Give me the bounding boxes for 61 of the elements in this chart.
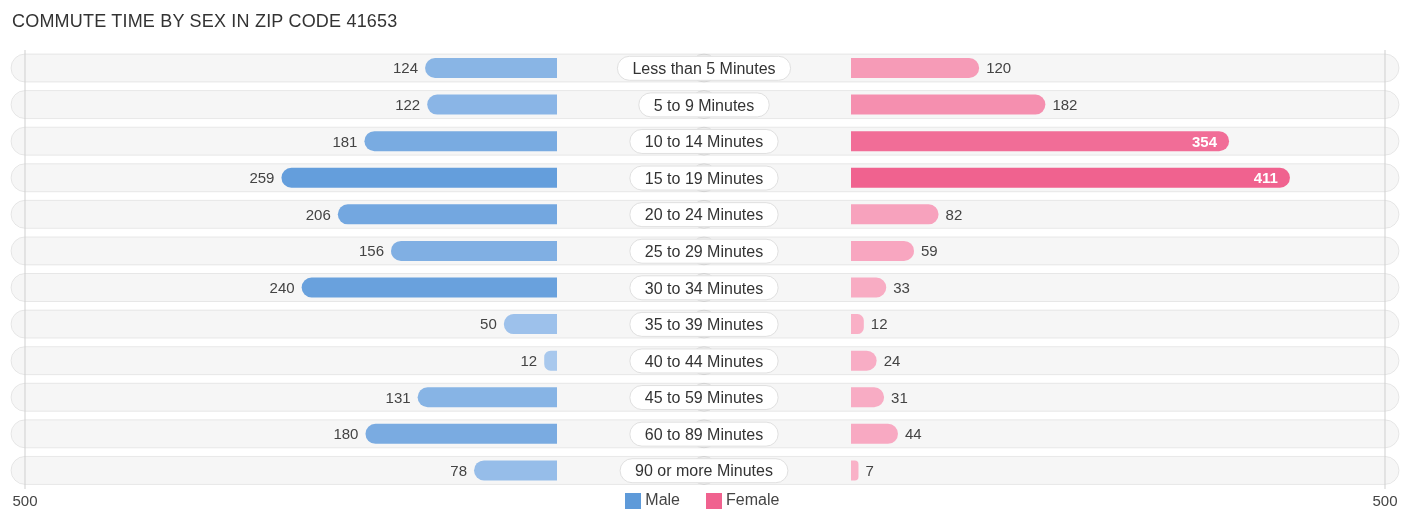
legend-label: Male xyxy=(645,491,680,508)
bar xyxy=(301,277,557,298)
data-label: 120 xyxy=(986,59,1012,77)
y-tick-label: 5 to 9 Minutes xyxy=(653,96,755,114)
data-label: 180 xyxy=(333,425,359,443)
bar xyxy=(851,167,1290,188)
bar xyxy=(417,387,557,408)
bar xyxy=(503,314,557,335)
data-label: 24 xyxy=(883,352,901,370)
y-tick-label: 90 or more Minutes xyxy=(635,462,773,480)
data-label: 59 xyxy=(921,242,938,260)
data-label: 124 xyxy=(393,59,419,77)
y-tick-label: 30 to 34 Minutes xyxy=(644,279,764,297)
y-tick-label: 25 to 29 Minutes xyxy=(644,242,764,260)
data-label: 122 xyxy=(395,95,421,113)
bar xyxy=(337,204,557,225)
data-label: 78 xyxy=(450,461,468,479)
data-label: 259 xyxy=(249,169,275,187)
bar xyxy=(851,423,898,444)
bar xyxy=(425,58,557,78)
bar xyxy=(851,204,939,225)
bar xyxy=(851,94,1046,115)
data-label: 33 xyxy=(893,278,910,296)
data-label: 156 xyxy=(358,242,385,260)
bar xyxy=(364,131,557,152)
bar xyxy=(474,460,557,481)
y-tick-label: 45 to 59 Minutes xyxy=(644,389,764,407)
bar xyxy=(851,277,887,298)
data-label: 44 xyxy=(904,425,922,443)
data-label: 50 xyxy=(480,315,497,333)
legend-label: Female xyxy=(726,491,780,508)
bar xyxy=(851,131,1230,152)
data-label: 411 xyxy=(1253,169,1278,187)
data-label: 82 xyxy=(945,205,963,223)
x-tick-label: 500 xyxy=(12,491,38,509)
y-tick-label: 15 to 19 Minutes xyxy=(644,169,764,187)
y-tick-label: 35 to 39 Minutes xyxy=(644,316,764,334)
data-label: 354 xyxy=(1192,132,1218,150)
data-label: 7 xyxy=(865,461,874,479)
y-tick-label: 20 to 24 Minutes xyxy=(644,206,764,224)
data-label: 12 xyxy=(870,315,888,333)
y-tick-label: 40 to 44 Minutes xyxy=(644,352,764,370)
y-tick-label: Less than 5 Minutes xyxy=(632,60,776,78)
data-label: 181 xyxy=(332,132,358,150)
data-label: 206 xyxy=(305,205,331,223)
data-label: 131 xyxy=(385,388,411,406)
chart-title: COMMUTE TIME BY SEX IN ZIP CODE 41653 xyxy=(12,11,398,32)
y-tick-label: 10 to 14 Minutes xyxy=(644,133,764,151)
bar xyxy=(365,423,557,444)
bar xyxy=(851,58,980,78)
bar xyxy=(391,240,557,261)
bar xyxy=(427,94,557,115)
bar xyxy=(281,167,557,188)
bar xyxy=(851,460,859,481)
data-label: 240 xyxy=(269,278,295,296)
y-tick-label: 60 to 89 Minutes xyxy=(644,425,764,443)
data-label: 31 xyxy=(891,388,908,406)
bar xyxy=(851,240,915,261)
x-tick-label: 500 xyxy=(1372,491,1398,509)
data-label: 12 xyxy=(520,352,538,370)
data-label: 182 xyxy=(1052,95,1078,113)
